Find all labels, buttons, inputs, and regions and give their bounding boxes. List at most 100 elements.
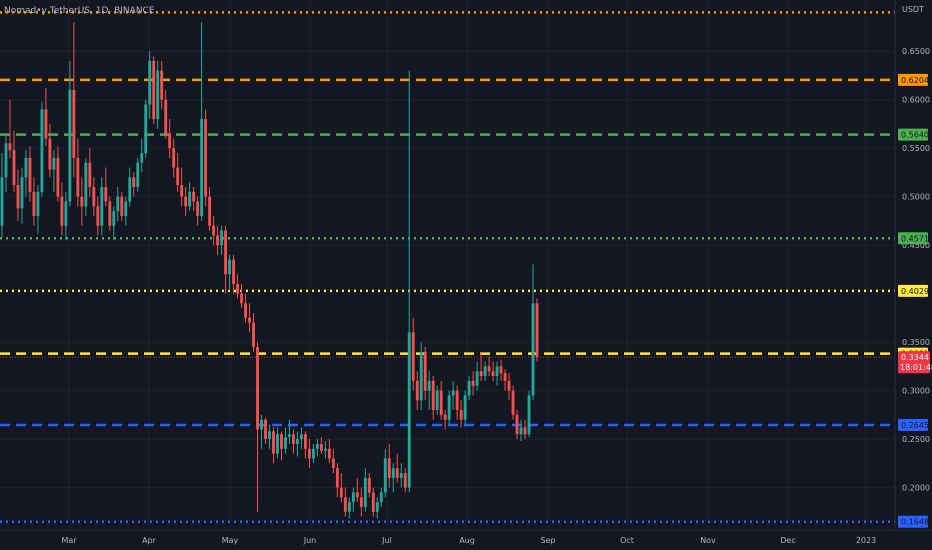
candle-body — [116, 196, 120, 212]
candle-body — [347, 502, 351, 512]
candle-body — [311, 448, 315, 459]
level-label-box — [898, 128, 928, 141]
candle-body — [176, 167, 180, 186]
y-tick-label: 0.4500 — [902, 241, 930, 250]
candle-body — [475, 371, 479, 386]
candle-body — [12, 150, 16, 186]
candle-body — [319, 443, 323, 451]
candle-body — [248, 317, 251, 323]
candle-body — [447, 395, 451, 420]
candle-body — [204, 119, 208, 197]
candle-body — [160, 70, 164, 100]
candle-body — [459, 410, 463, 420]
candle-body — [323, 448, 327, 451]
current-price-label-box — [898, 351, 930, 374]
price-axis[interactable]: 0.6500 0.6000 0.5500 0.5000 0.4500 0.3500 0.30… — [902, 47, 930, 492]
candle-body — [463, 395, 467, 420]
level-label: 0.2645 — [901, 421, 929, 430]
candle-body — [128, 177, 132, 202]
candle-body — [228, 259, 232, 275]
candle-body — [64, 201, 68, 226]
candle-body — [84, 162, 88, 207]
candle-body — [68, 90, 72, 202]
x-tick-label: Dec — [780, 536, 795, 545]
candle-body — [156, 70, 160, 120]
candle-body — [180, 185, 184, 197]
candle-body — [200, 119, 204, 217]
y-tick-label: 0.3500 — [902, 338, 930, 347]
candle-body — [32, 191, 36, 217]
time-axis-background — [0, 530, 932, 550]
candle-body — [435, 390, 439, 410]
candle-body — [415, 380, 419, 401]
candle-body — [303, 434, 307, 449]
candle-body — [88, 162, 92, 187]
level-label: 0.5640 — [901, 131, 929, 140]
candle-body — [148, 60, 152, 105]
price-axis-background — [895, 0, 932, 550]
y-tick-label: 0.5500 — [902, 144, 930, 153]
candle-body — [44, 109, 48, 139]
candle-body — [24, 157, 28, 178]
candle-body — [48, 138, 52, 170]
candle-body — [244, 303, 247, 318]
candle-body — [355, 492, 359, 498]
candle-body — [419, 351, 423, 401]
candle-body — [52, 157, 56, 170]
y-tick-label: 0.2000 — [902, 484, 930, 493]
candle-body — [136, 162, 140, 187]
x-tick-label: Jun — [303, 536, 317, 545]
candle-body — [535, 303, 539, 358]
candle-body — [224, 230, 228, 275]
x-tick-label: Aug — [459, 536, 475, 545]
x-tick-label: Mar — [61, 536, 77, 545]
candle-body — [423, 351, 427, 391]
candle-body — [499, 366, 503, 374]
candle-body — [523, 427, 527, 435]
candle-body — [96, 206, 100, 226]
candle-body — [60, 196, 64, 226]
y-tick-label: 0.6500 — [902, 47, 930, 56]
candle-body — [4, 143, 8, 178]
candle-body — [527, 395, 531, 435]
candle-body — [483, 366, 487, 377]
y-tick-label: 0.6000 — [902, 96, 930, 105]
candle-body — [212, 225, 216, 236]
candle-body — [288, 434, 291, 438]
candle-body — [0, 177, 4, 226]
candle-body — [343, 497, 347, 512]
candle-body — [272, 431, 275, 454]
candle-body — [28, 157, 32, 192]
candle-body — [387, 458, 391, 478]
candle-body — [124, 201, 128, 217]
level-label-box — [898, 284, 928, 297]
candle-body — [256, 346, 259, 430]
candle-body — [36, 191, 40, 217]
x-tick-label: Sep — [540, 536, 555, 545]
level-label-box — [898, 232, 928, 245]
candle-body — [56, 157, 60, 197]
candle-body — [20, 177, 24, 209]
x-tick-label: 2023 — [856, 536, 876, 545]
level-label: 0.1648 — [901, 518, 929, 527]
candle-body — [184, 196, 188, 207]
symbol-title[interactable]: Nomad•y TetherUS, 1D, BINANCE — [4, 6, 155, 16]
candle-body — [216, 235, 220, 246]
candle-body — [431, 380, 435, 410]
candle-body — [335, 468, 339, 488]
candle-body — [379, 492, 383, 503]
candle-body — [264, 419, 267, 440]
candle-body — [363, 477, 367, 507]
level-label: 0.6204 — [901, 76, 929, 85]
candle-body — [407, 332, 411, 488]
candle-body — [367, 477, 371, 493]
candle-body — [236, 283, 239, 294]
candle-body — [375, 502, 379, 512]
candle-body — [331, 458, 335, 469]
time-axis[interactable]: Mar Apr May Jun Jul Aug Sep Oct Nov Dec 2023 — [61, 536, 876, 545]
candle-body — [168, 133, 172, 149]
candle-body — [152, 60, 156, 120]
candle-body — [8, 143, 12, 151]
